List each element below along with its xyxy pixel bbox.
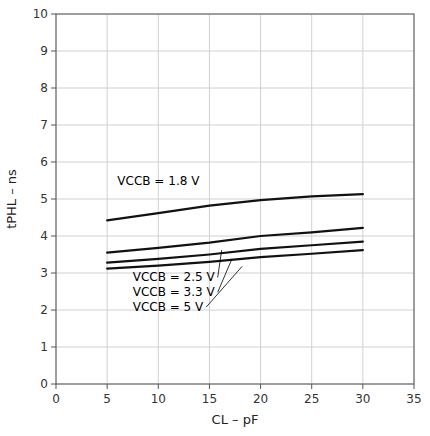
- grid-line: [56, 125, 414, 126]
- tick-label: 30: [355, 392, 370, 406]
- tick-label: 9: [40, 44, 48, 58]
- grid: [56, 14, 414, 384]
- tick-label: 0: [40, 377, 48, 391]
- tick: [51, 310, 56, 311]
- annotation-pointer: [206, 266, 242, 307]
- tick-label: 5: [103, 392, 111, 406]
- tick-label: 25: [304, 392, 319, 406]
- tick: [260, 384, 261, 389]
- annotation: VCCB = 5 V: [133, 300, 204, 314]
- tick-label: 4: [40, 229, 48, 243]
- tick: [158, 384, 159, 389]
- tick-label: 6: [40, 155, 48, 169]
- line: [107, 228, 363, 253]
- tick: [51, 384, 56, 385]
- tick: [209, 384, 210, 389]
- tick: [362, 384, 363, 389]
- grid-line: [56, 162, 414, 163]
- tick-label: 15: [202, 392, 217, 406]
- annotation: VCCB = 2.5 V: [133, 270, 216, 284]
- y-axis-label: tPHL – ns: [4, 169, 19, 229]
- tick-label: 3: [40, 266, 48, 280]
- tick: [51, 162, 56, 163]
- tick: [107, 384, 108, 389]
- tick-label: 0: [52, 392, 60, 406]
- tick-label: 10: [151, 392, 166, 406]
- annotation: VCCB = 3.3 V: [133, 285, 216, 299]
- grid-line: [56, 347, 414, 348]
- annotation-pointer: [218, 250, 222, 277]
- axes: 0 5 10 15 20 25 30 35 0 1 2 3 4 5 6 7 8 9 10: [33, 7, 422, 406]
- tick-label: 5: [40, 192, 48, 206]
- grid-line: [56, 199, 414, 200]
- tick-label: 2: [40, 303, 48, 317]
- tick: [51, 236, 56, 237]
- tick-label: 10: [33, 7, 48, 21]
- background: [0, 0, 430, 436]
- x-axis-label: CL – pF: [212, 412, 259, 427]
- tick-label: 35: [406, 392, 421, 406]
- grid-line: [56, 236, 414, 237]
- grid-line: [56, 51, 414, 52]
- tick-label: 1: [40, 340, 48, 354]
- tick: [311, 384, 312, 389]
- tick-label: 20: [253, 392, 268, 406]
- line: [107, 250, 363, 269]
- tick: [51, 14, 56, 15]
- tick: [51, 347, 56, 348]
- grid-line: [56, 273, 414, 274]
- tick: [51, 199, 56, 200]
- frame: [56, 14, 414, 384]
- tick: [51, 125, 56, 126]
- tick: [51, 51, 56, 52]
- annotations: VCCB = 1.8 V VCCB = 2.5 VVCCB = 3.3 VVCCB…: [117, 174, 242, 314]
- annotation-pointer: [218, 259, 232, 292]
- tick-label: 8: [40, 81, 48, 95]
- grid-line: [56, 310, 414, 311]
- tick-label: 7: [40, 118, 48, 132]
- tick: [56, 384, 57, 389]
- chart: 0 5 10 15 20 25 30 35 0 1 2 3 4 5 6 7 8 9 10 CL – pF tPHL – …: [0, 0, 430, 436]
- tick: [51, 88, 56, 89]
- tick: [51, 273, 56, 274]
- tick: [414, 384, 415, 389]
- annotation: VCCB = 1.8 V: [117, 174, 200, 188]
- plot-area: [107, 194, 363, 268]
- line: [107, 194, 363, 220]
- grid-line: [56, 88, 414, 89]
